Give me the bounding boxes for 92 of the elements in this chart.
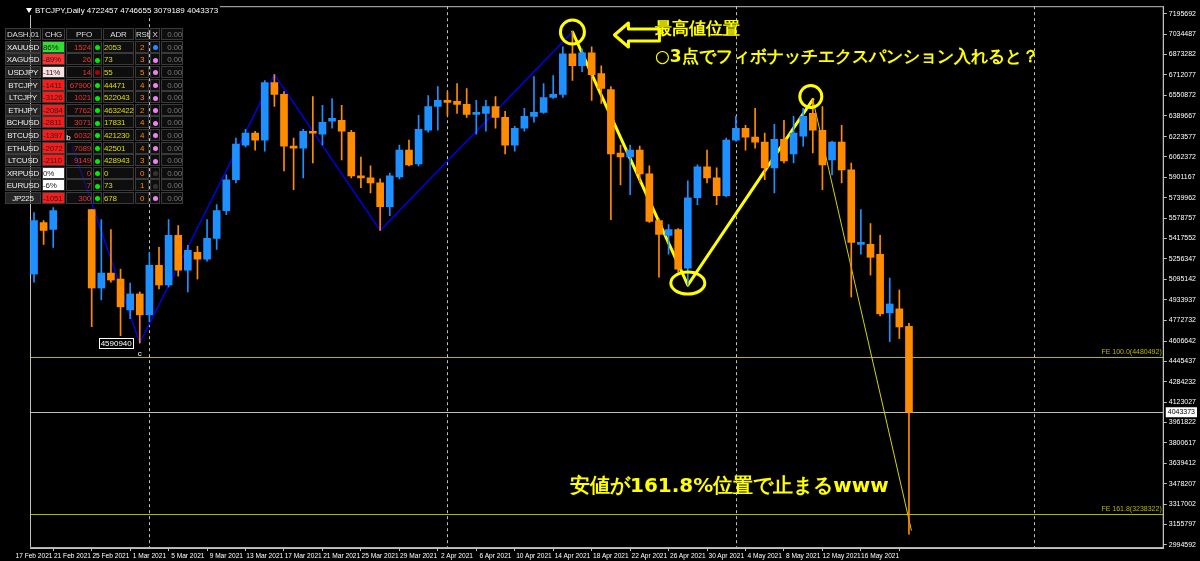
- text: 3071: [74, 118, 91, 128]
- category-label: CHG: [42, 28, 65, 41]
- category-label: X: [150, 28, 160, 41]
- text: -1051: [43, 194, 63, 204]
- text: 1524: [74, 42, 91, 52]
- annotation: b: [65, 133, 72, 143]
- text: 7762: [74, 105, 91, 115]
- text: -1411: [43, 80, 62, 90]
- text: 55: [104, 68, 113, 78]
- text: 3: [139, 55, 145, 65]
- text: 0.00: [167, 143, 182, 153]
- text: 42501: [104, 143, 126, 153]
- text: 7089: [74, 143, 91, 153]
- category-label: BTCJPY: [8, 80, 38, 90]
- text: -11%: [43, 68, 61, 78]
- category-label: ETHJPY: [8, 105, 38, 115]
- text: 0.00: [167, 68, 182, 78]
- category-label: USDJPY: [7, 68, 39, 78]
- category-label: BCHUSD: [6, 118, 40, 128]
- text: 4: [139, 80, 145, 90]
- text: 26: [82, 55, 91, 65]
- text: 4: [139, 143, 145, 153]
- text: 0.00: [167, 181, 182, 191]
- text: 9149: [74, 156, 91, 166]
- chart-title: BTCJPY,Daily 4722457 4746655 3079189 4043373: [35, 6, 219, 15]
- annotation: c: [136, 349, 143, 359]
- text: 0.00: [167, 55, 182, 65]
- text: 300: [78, 194, 91, 204]
- text: 2: [139, 42, 145, 52]
- category-label: XAGUSD: [6, 55, 40, 65]
- text: 73: [104, 181, 113, 191]
- text: 0: [139, 168, 145, 178]
- text: 0.00: [167, 194, 182, 204]
- text: -2811: [43, 118, 62, 128]
- category-label: JP225: [12, 194, 34, 204]
- text: 17831: [104, 118, 126, 128]
- text: 522043: [104, 93, 130, 103]
- text: 7: [86, 181, 91, 191]
- text: 44471: [104, 80, 126, 90]
- text: 86%: [43, 42, 59, 52]
- text: 3: [139, 156, 145, 166]
- category-label: PFO: [66, 28, 102, 41]
- text: 0.00: [167, 131, 182, 141]
- category-label: LTCUSD: [7, 156, 39, 166]
- text: 0: [139, 194, 145, 204]
- candlestick: [472, 100, 481, 135]
- text: 4632422: [104, 105, 134, 115]
- text: 0: [104, 168, 109, 178]
- text: 0.00: [167, 156, 182, 166]
- text: DASH.01: [5, 28, 41, 41]
- category-label: RStr: [135, 28, 152, 41]
- text: 6032: [74, 131, 91, 141]
- text: 1021: [74, 93, 91, 103]
- text: 2053: [104, 42, 121, 52]
- text: 428943: [104, 156, 130, 166]
- text: 0%: [43, 168, 55, 178]
- text: -1397: [43, 131, 63, 141]
- category-label: BTCUSD: [7, 131, 39, 141]
- category-label: XAUUSD: [6, 42, 40, 52]
- text: -89%: [43, 55, 61, 65]
- annotation: 安値が161.8%位置で止まるwww: [570, 473, 889, 498]
- text: -2072: [43, 143, 63, 153]
- annotation: ○3点でフィボナッチエクスパンション入れると？: [655, 46, 1039, 67]
- text: 4: [139, 131, 145, 141]
- text: 0.00: [167, 80, 182, 90]
- category-label: LTCJPY: [9, 93, 37, 103]
- text: 0.00: [167, 168, 182, 178]
- text: 0.00: [167, 42, 182, 52]
- text: 0.00: [167, 105, 182, 115]
- category-label: ETHUSD: [7, 143, 39, 153]
- text: 0: [86, 168, 91, 178]
- category-label: ADR: [103, 28, 134, 41]
- text: -2110: [43, 156, 62, 166]
- text: 1: [139, 181, 145, 191]
- text: 0.00: [167, 118, 182, 128]
- text: 421230: [104, 131, 130, 141]
- text: 2: [139, 105, 145, 115]
- text: 0.00: [167, 93, 182, 103]
- text: -6%: [43, 181, 57, 191]
- text: 14: [82, 68, 91, 78]
- annotation: 4590940: [98, 338, 134, 350]
- text: 5: [139, 68, 145, 78]
- text: -3126: [43, 93, 63, 103]
- text: 3: [139, 93, 145, 103]
- text: 73: [104, 55, 113, 65]
- text: 678: [104, 194, 117, 204]
- category-label: 0.00: [161, 28, 183, 41]
- category-label: EURUSD: [6, 181, 40, 191]
- text: 67900: [69, 80, 91, 90]
- category-label: XRPUSD: [6, 168, 40, 178]
- text: -2084: [43, 105, 63, 115]
- text: 4: [139, 118, 145, 128]
